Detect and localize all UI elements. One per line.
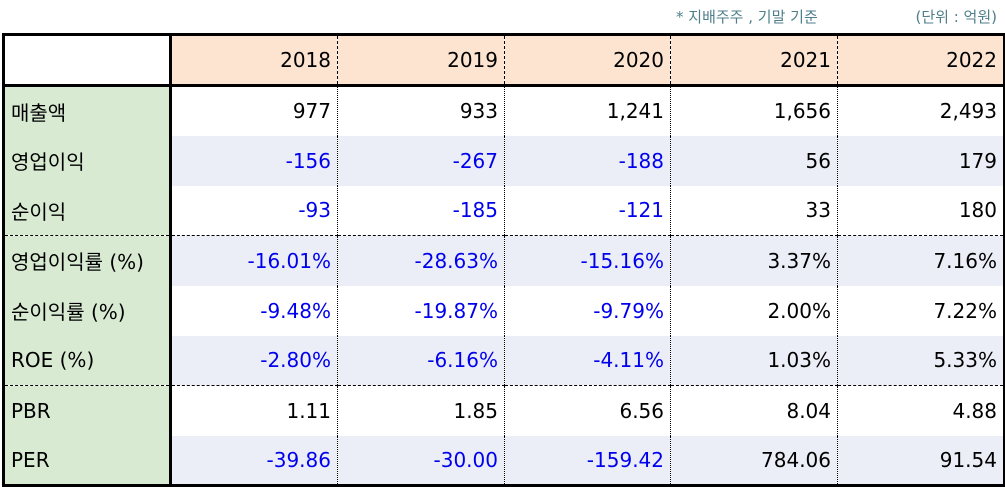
row-label: 영업이익 — [2, 135, 172, 186]
year-header: 2018 — [170, 33, 338, 87]
value-cell: 1.03% — [670, 335, 838, 386]
table-row: PBR 1.11 1.85 6.56 8.04 4.88 — [2, 385, 1005, 436]
year-header: 2021 — [670, 33, 838, 87]
value-cell: 91.54 — [837, 435, 1005, 487]
value-cell: 179 — [837, 135, 1005, 186]
value-cell: 4.88 — [837, 385, 1005, 436]
financial-summary-table: 2018 2019 2020 2021 2022 매출액 977 933 1,241 1… — [2, 33, 1005, 487]
value-cell: 1,241 — [504, 84, 671, 136]
basis-note: * 지배주주 , 기말 기준 — [676, 8, 818, 26]
header-corner-cell — [2, 33, 172, 87]
value-cell: 56 — [670, 135, 838, 186]
value-cell: 5.33% — [837, 335, 1005, 386]
value-cell: 33 — [670, 185, 838, 236]
value-cell: -6.16% — [337, 335, 505, 386]
value-cell: 977 — [170, 84, 338, 136]
value-cell: 7.22% — [837, 285, 1005, 336]
row-label: 매출액 — [2, 84, 172, 136]
row-label: 순이익 — [2, 185, 172, 236]
value-cell: 1.11 — [170, 385, 338, 436]
value-cell: -156 — [170, 135, 338, 186]
value-cell: 7.16% — [837, 235, 1005, 286]
value-cell: -93 — [170, 185, 338, 236]
value-cell: -9.48% — [170, 285, 338, 336]
year-header: 2019 — [337, 33, 505, 87]
value-cell: -30.00 — [337, 435, 505, 487]
value-cell: -4.11% — [504, 335, 671, 386]
value-cell: -19.87% — [337, 285, 505, 336]
value-cell: -2.80% — [170, 335, 338, 386]
value-cell: 933 — [337, 84, 505, 136]
year-header: 2020 — [504, 33, 671, 87]
table-row: PER -39.86 -30.00 -159.42 784.06 91.54 — [2, 435, 1005, 487]
value-cell: 3.37% — [670, 235, 838, 286]
header-row: 2018 2019 2020 2021 2022 — [2, 33, 1005, 87]
value-cell: -159.42 — [504, 435, 671, 487]
value-cell: -15.16% — [504, 235, 671, 286]
row-label: 순이익률 (%) — [2, 285, 172, 336]
table-row: 영업이익 -156 -267 -188 56 179 — [2, 135, 1005, 186]
table-row: 순이익률 (%) -9.48% -19.87% -9.79% 2.00% 7.22% — [2, 285, 1005, 336]
value-cell: -39.86 — [170, 435, 338, 487]
value-cell: -121 — [504, 185, 671, 236]
value-cell: -185 — [337, 185, 505, 236]
value-cell: -28.63% — [337, 235, 505, 286]
value-cell: 784.06 — [670, 435, 838, 487]
row-label: 영업이익률 (%) — [2, 235, 172, 286]
value-cell: -16.01% — [170, 235, 338, 286]
row-label: PER — [2, 435, 172, 487]
value-cell: 6.56 — [504, 385, 671, 436]
row-label: ROE (%) — [2, 335, 172, 386]
table-row: ROE (%) -2.80% -6.16% -4.11% 1.03% 5.33% — [2, 335, 1005, 386]
value-cell: -9.79% — [504, 285, 671, 336]
value-cell: 2,493 — [837, 84, 1005, 136]
value-cell: 180 — [837, 185, 1005, 236]
value-cell: 8.04 — [670, 385, 838, 436]
unit-note: (단위 : 억원) — [915, 8, 998, 26]
row-label: PBR — [2, 385, 172, 436]
value-cell: 2.00% — [670, 285, 838, 336]
value-cell: 1.85 — [337, 385, 505, 436]
year-header: 2022 — [837, 33, 1005, 87]
table-row: 순이익 -93 -185 -121 33 180 — [2, 185, 1005, 236]
value-cell: -267 — [337, 135, 505, 186]
table-row: 매출액 977 933 1,241 1,656 2,493 — [2, 84, 1005, 136]
value-cell: -188 — [504, 135, 671, 186]
table-row: 영업이익률 (%) -16.01% -28.63% -15.16% 3.37% 7.16% — [2, 235, 1005, 286]
value-cell: 1,656 — [670, 84, 838, 136]
